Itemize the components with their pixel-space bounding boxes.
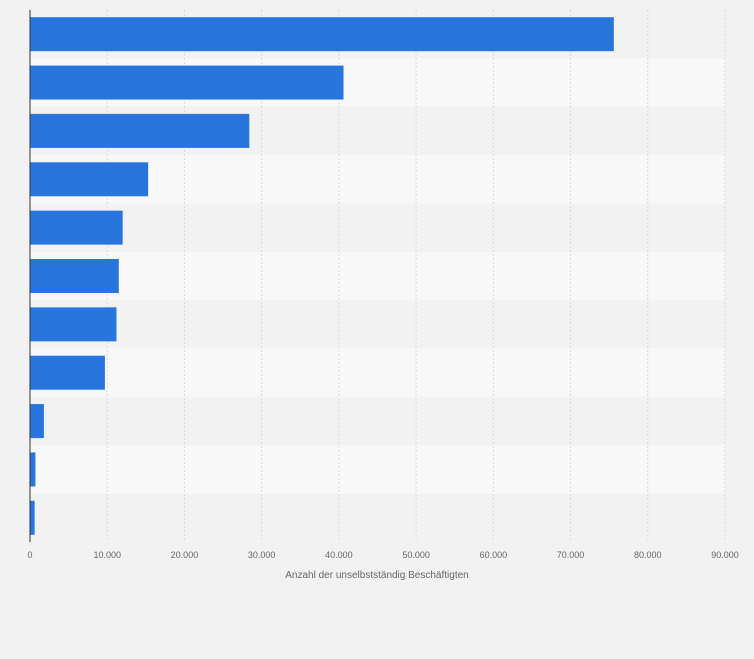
row-band bbox=[30, 300, 725, 349]
row-band bbox=[30, 493, 725, 542]
bar bbox=[30, 452, 36, 487]
bar bbox=[30, 65, 344, 100]
bar bbox=[30, 210, 123, 245]
bar bbox=[30, 17, 614, 52]
row-band bbox=[30, 445, 725, 494]
row-band bbox=[30, 396, 725, 446]
x-tick-label: 70.000 bbox=[557, 550, 585, 560]
x-tick-label: 10.000 bbox=[93, 550, 121, 560]
x-axis-title: Anzahl der unselbstständig Beschäftigten bbox=[285, 570, 468, 581]
x-tick-label: 60.000 bbox=[480, 550, 508, 560]
x-tick-label: 40.000 bbox=[325, 550, 353, 560]
x-tick-label: 0 bbox=[27, 550, 32, 560]
row-band bbox=[30, 348, 725, 397]
bar bbox=[30, 500, 35, 535]
x-tick-label: 30.000 bbox=[248, 550, 276, 560]
bar bbox=[30, 162, 149, 197]
bar bbox=[30, 307, 117, 342]
row-bands bbox=[30, 10, 725, 542]
bars bbox=[30, 17, 614, 535]
x-axis-ticks: 0 10.000 20.000 30.000 40.000 50.000 60.000 70.… bbox=[27, 550, 738, 560]
bar bbox=[30, 259, 119, 293]
row-band bbox=[30, 203, 725, 252]
bar bbox=[30, 355, 105, 390]
x-tick-label: 90.000 bbox=[711, 550, 739, 560]
bar bbox=[30, 113, 250, 148]
row-band bbox=[30, 251, 725, 301]
x-tick-label: 20.000 bbox=[171, 550, 199, 560]
bar bbox=[30, 404, 44, 439]
x-tick-label: 50.000 bbox=[402, 550, 430, 560]
x-tick-label: 80.000 bbox=[634, 550, 662, 560]
